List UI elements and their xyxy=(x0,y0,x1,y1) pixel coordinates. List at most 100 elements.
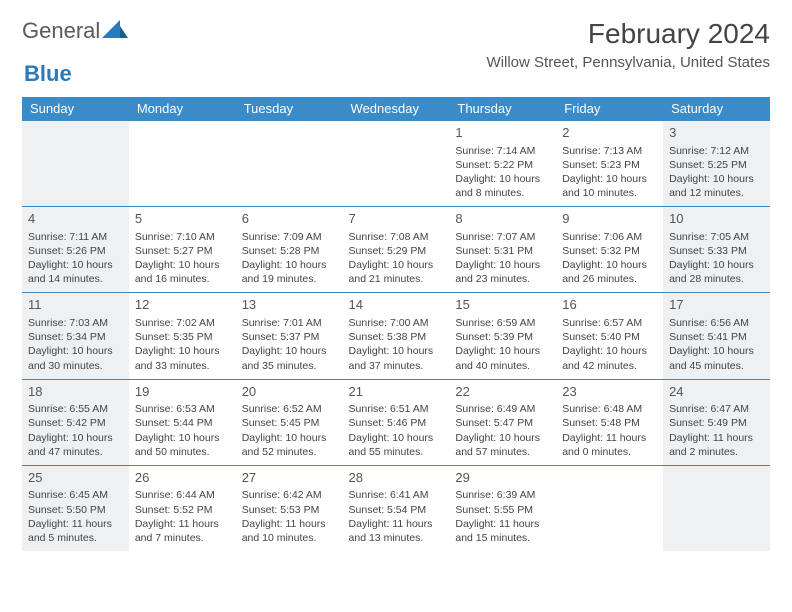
calendar-week: 1Sunrise: 7:14 AMSunset: 5:22 PMDaylight… xyxy=(22,121,770,207)
sunset-text: Sunset: 5:29 PM xyxy=(349,244,444,258)
daylight-text: Daylight: 10 hours and 37 minutes. xyxy=(349,344,444,372)
day-number: 19 xyxy=(135,383,230,401)
title-block: February 2024 Willow Street, Pennsylvani… xyxy=(487,18,770,79)
calendar-day: 15Sunrise: 6:59 AMSunset: 5:39 PMDayligh… xyxy=(449,293,556,379)
sunset-text: Sunset: 5:26 PM xyxy=(28,244,123,258)
calendar-day: 8Sunrise: 7:07 AMSunset: 5:31 PMDaylight… xyxy=(449,207,556,293)
sunrise-text: Sunrise: 7:05 AM xyxy=(669,230,764,244)
calendar-table: SundayMondayTuesdayWednesdayThursdayFrid… xyxy=(22,97,770,551)
daylight-text: Daylight: 10 hours and 55 minutes. xyxy=(349,431,444,459)
calendar-day: 5Sunrise: 7:10 AMSunset: 5:27 PMDaylight… xyxy=(129,207,236,293)
sunset-text: Sunset: 5:48 PM xyxy=(562,416,657,430)
day-number: 26 xyxy=(135,469,230,487)
sunrise-text: Sunrise: 7:13 AM xyxy=(562,144,657,158)
daylight-text: Daylight: 11 hours and 13 minutes. xyxy=(349,517,444,545)
sunset-text: Sunset: 5:27 PM xyxy=(135,244,230,258)
calendar-day: 25Sunrise: 6:45 AMSunset: 5:50 PMDayligh… xyxy=(22,465,129,551)
day-header: Friday xyxy=(556,97,663,121)
calendar-day: 7Sunrise: 7:08 AMSunset: 5:29 PMDaylight… xyxy=(343,207,450,293)
calendar-empty xyxy=(236,121,343,207)
calendar-week: 11 Sunrise: 7:03 AMSunset: 5:34 PM Dayligh… xyxy=(22,293,770,379)
day-number: 14 xyxy=(349,296,444,314)
sunrise-text: Sunrise: 7:14 AM xyxy=(455,144,550,158)
sunrise-text: Sunrise: 7:06 AM xyxy=(562,230,657,244)
calendar-day: 11Sunrise: 7:03 AMSunset: 5:34 PMDayligh… xyxy=(22,293,129,379)
daylight-text: Daylight: 10 hours and 26 minutes. xyxy=(562,258,657,286)
sunset-text: Sunset: 5:34 PM xyxy=(28,330,123,344)
triangle-icon xyxy=(102,20,128,43)
sunrise-text: Sunrise: 7:00 AM xyxy=(349,316,444,330)
calendar-day: 3Sunrise: 7:12 AMSunset: 5:25 PMDaylight… xyxy=(663,121,770,207)
day-number: 11 xyxy=(28,296,123,314)
sunset-text: Sunset: 5:28 PM xyxy=(242,244,337,258)
day-number: 24 xyxy=(669,383,764,401)
daylight-text: Daylight: 10 hours and 35 minutes. xyxy=(242,344,337,372)
sunrise-text: Sunrise: 6:41 AM xyxy=(349,488,444,502)
day-number: 9 xyxy=(562,210,657,228)
daylight-text: Daylight: 11 hours and 5 minutes. xyxy=(28,517,123,545)
calendar-empty xyxy=(129,121,236,207)
calendar-day: 2Sunrise: 7:13 AMSunset: 5:23 PMDaylight… xyxy=(556,121,663,207)
daylight-text: Daylight: 10 hours and 33 minutes. xyxy=(135,344,230,372)
day-number: 15 xyxy=(455,296,550,314)
daylight-text: Daylight: 10 hours and 21 minutes. xyxy=(349,258,444,286)
sunset-text: Sunset: 5:54 PM xyxy=(349,503,444,517)
day-number: 7 xyxy=(349,210,444,228)
sunrise-text: Sunrise: 6:56 AM xyxy=(669,316,764,330)
calendar-week: 25Sunrise: 6:45 AMSunset: 5:50 PMDayligh… xyxy=(22,465,770,551)
daylight-text: Daylight: 10 hours and 16 minutes. xyxy=(135,258,230,286)
day-number: 12 xyxy=(135,296,230,314)
day-number: 8 xyxy=(455,210,550,228)
day-header: Tuesday xyxy=(236,97,343,121)
month-title: February 2024 xyxy=(487,18,770,50)
sunset-text: Sunset: 5:35 PM xyxy=(135,330,230,344)
day-number: 13 xyxy=(242,296,337,314)
location: Willow Street, Pennsylvania, United Stat… xyxy=(487,54,770,71)
daylight-text: Daylight: 10 hours and 52 minutes. xyxy=(242,431,337,459)
sunrise-text: Sunrise: 6:49 AM xyxy=(455,402,550,416)
daylight-text: Daylight: 10 hours and 40 minutes. xyxy=(455,344,550,372)
day-header: Monday xyxy=(129,97,236,121)
daylight-text: Daylight: 10 hours and 28 minutes. xyxy=(669,258,764,286)
daylight-text: Daylight: 11 hours and 10 minutes. xyxy=(242,517,337,545)
calendar-day: 22Sunrise: 6:49 AMSunset: 5:47 PMDayligh… xyxy=(449,379,556,465)
day-number: 28 xyxy=(349,469,444,487)
day-header: Saturday xyxy=(663,97,770,121)
day-number: 4 xyxy=(28,210,123,228)
calendar-day: 9 Sunrise: 7:06 AMSunset: 5:32 PMDaylight… xyxy=(556,207,663,293)
logo: General xyxy=(22,18,130,44)
calendar-empty xyxy=(343,121,450,207)
sunset-text: Sunset: 5:32 PM xyxy=(562,244,657,258)
daylight-text: Daylight: 10 hours and 10 minutes. xyxy=(562,172,657,200)
calendar-empty xyxy=(663,465,770,551)
calendar-day: 24Sunrise: 6:47 AMSunset: 5:49 PMDayligh… xyxy=(663,379,770,465)
day-number: 5 xyxy=(135,210,230,228)
sunset-text: Sunset: 5:45 PM xyxy=(242,416,337,430)
daylight-text: Daylight: 10 hours and 47 minutes. xyxy=(28,431,123,459)
sunrise-text: Sunrise: 7:03 AM xyxy=(28,316,123,330)
sunset-text: Sunset: 5:33 PM xyxy=(669,244,764,258)
daylight-text: Daylight: 10 hours and 57 minutes. xyxy=(455,431,550,459)
day-header: Sunday xyxy=(22,97,129,121)
day-number: 1 xyxy=(455,124,550,142)
sunset-text: Sunset: 5:44 PM xyxy=(135,416,230,430)
daylight-text: Daylight: 11 hours and 7 minutes. xyxy=(135,517,230,545)
sunset-text: Sunset: 5:52 PM xyxy=(135,503,230,517)
day-number: 25 xyxy=(28,469,123,487)
calendar-day: 29Sunrise: 6:39 AMSunset: 5:55 PMDayligh… xyxy=(449,465,556,551)
daylight-text: Daylight: 10 hours and 12 minutes. xyxy=(669,172,764,200)
daylight-text: Daylight: 10 hours and 50 minutes. xyxy=(135,431,230,459)
sunrise-text: Sunrise: 7:09 AM xyxy=(242,230,337,244)
day-number: 3 xyxy=(669,124,764,142)
sunset-text: Sunset: 5:53 PM xyxy=(242,503,337,517)
day-number: 2 xyxy=(562,124,657,142)
logo-text-blue: Blue xyxy=(24,61,72,87)
daylight-text: Daylight: 10 hours and 8 minutes. xyxy=(455,172,550,200)
sunrise-text: Sunrise: 6:55 AM xyxy=(28,402,123,416)
sunrise-text: Sunrise: 6:42 AM xyxy=(242,488,337,502)
day-number: 6 xyxy=(242,210,337,228)
daylight-text: Daylight: 10 hours and 14 minutes. xyxy=(28,258,123,286)
day-number: 22 xyxy=(455,383,550,401)
sunset-text: Sunset: 5:41 PM xyxy=(669,330,764,344)
calendar-day: 23Sunrise: 6:48 AMSunset: 5:48 PMDayligh… xyxy=(556,379,663,465)
